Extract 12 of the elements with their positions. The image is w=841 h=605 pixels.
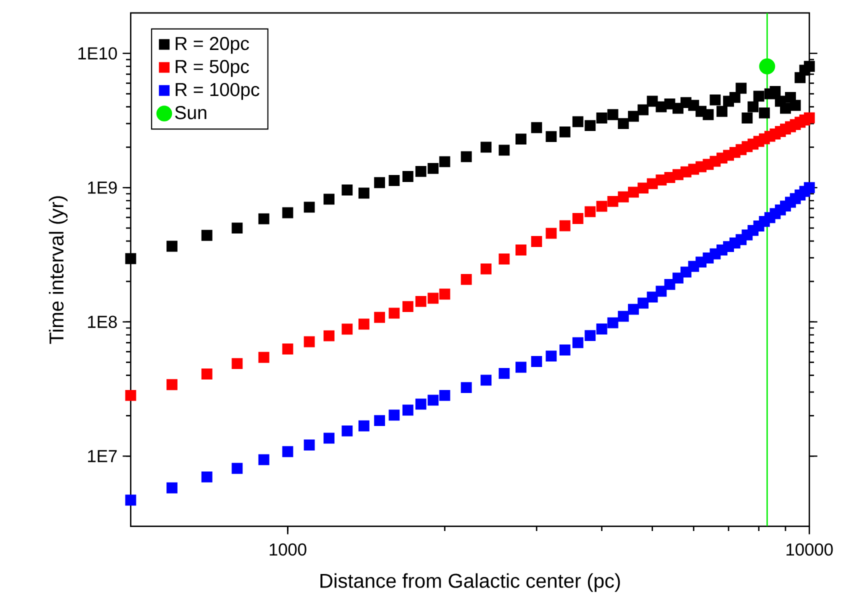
legend-label: Sun [175, 106, 206, 120]
y-tick-label: 1E9 [88, 181, 117, 194]
x-tick-label: 10000 [786, 543, 833, 556]
x-axis-title: Distance from Galactic center (pc) [320, 573, 620, 592]
legend-label: R = 100pc [176, 82, 260, 100]
y-tick-label: 1E10 [78, 47, 117, 60]
x-tick-label: 1000 [270, 543, 306, 556]
legend-label: R = 20pc [176, 36, 249, 54]
y-axis-title: Time interval (yr) [48, 196, 68, 344]
y-tick-label: 1E8 [88, 316, 117, 328]
legend-label: R = 50pc [176, 60, 249, 77]
y-tick-label: 1E7 [88, 450, 117, 462]
